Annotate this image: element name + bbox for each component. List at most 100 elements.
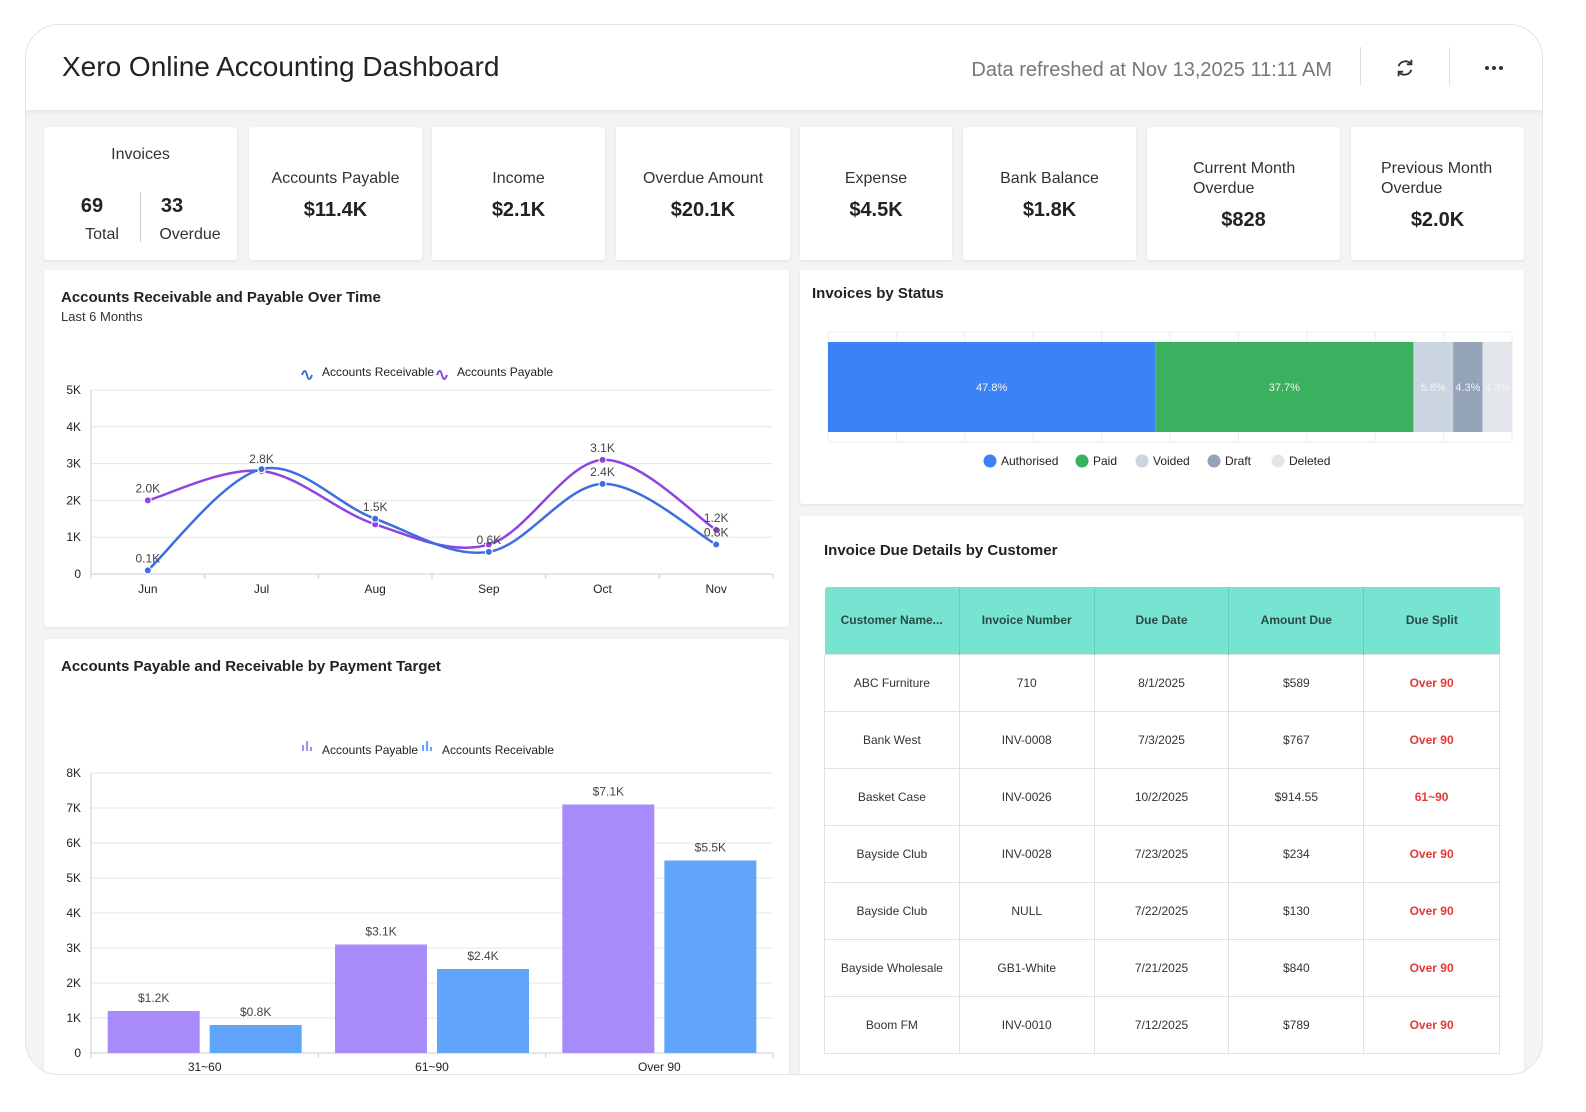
column-header-customer[interactable]: Customer Name... (824, 587, 960, 654)
refresh-icon (1397, 59, 1413, 77)
kpi-overdue-amount[interactable]: Overdue Amount $20.1K (616, 127, 790, 260)
legend-label: Paid (1093, 454, 1117, 468)
cell-due-split: Over 90 (1363, 881, 1500, 940)
kpi-value: $1.8K (1022, 199, 1077, 221)
data-point (712, 525, 721, 534)
cell-customer: ABC Furniture (824, 653, 960, 712)
data-label: 1.5K (363, 500, 388, 514)
legend-item[interactable]: Authorised (983, 454, 1059, 468)
data-point (143, 566, 152, 575)
cell-invoice-number: INV-0008 (958, 710, 1095, 769)
more-options-button[interactable] (1477, 51, 1511, 85)
data-label: 2.4K (590, 465, 615, 479)
kpi-previous-month-overdue[interactable]: Previous Month Overdue $2.0K (1351, 127, 1524, 260)
data-point (712, 540, 721, 549)
x-tick-label: Aug (364, 582, 385, 596)
cell-due-date: 8/1/2025 (1093, 653, 1230, 712)
legend-item[interactable]: Accounts Receivable (301, 365, 434, 380)
legend-bar-icon (430, 747, 432, 751)
table-row[interactable]: Bayside Club NULL 7/22/2025 $130 Over 90 (824, 881, 1500, 940)
cell-amount-due: $234 (1228, 824, 1365, 883)
cell-customer: Boom FM (824, 995, 960, 1054)
table-title: Invoice Due Details by Customer (824, 542, 1058, 559)
cell-due-date: 7/23/2025 (1093, 824, 1230, 883)
table-row[interactable]: Boom FM INV-0010 7/12/2025 $789 Over 90 (824, 995, 1500, 1054)
data-point (484, 547, 493, 556)
legend-line-icon (301, 370, 313, 380)
legend-item[interactable]: Accounts Receivable (422, 741, 554, 757)
data-label: $5.5K (695, 841, 726, 855)
invoices-overdue-value: 33 (160, 195, 184, 217)
y-tick-label: 2K (66, 493, 81, 507)
chart-title: Accounts Receivable and Payable Over Tim… (61, 289, 381, 306)
legend-label: Draft (1225, 454, 1252, 468)
data-label: $1.2K (138, 991, 169, 1005)
legend-bar-icon (306, 741, 308, 751)
table-row[interactable]: Bayside Club INV-0028 7/23/2025 $234 Ove… (824, 824, 1500, 883)
bar-chart: Accounts Payable Accounts Receivable 0 1K 2K… (66, 741, 774, 1074)
data-label: $0.8K (240, 1005, 271, 1019)
column-header-amount-due[interactable]: Amount Due (1228, 587, 1365, 654)
y-tick-label: 7K (66, 801, 81, 815)
cell-amount-due: $130 (1228, 881, 1365, 940)
table-row[interactable]: Bank West INV-0008 7/3/2025 $767 Over 90 (824, 710, 1500, 769)
kpi-accounts-payable[interactable]: Accounts Payable $11.4K (249, 127, 422, 260)
status-segment[interactable] (1413, 342, 1454, 432)
table-row[interactable]: Bayside Wholesale GB1-White 7/21/2025 $8… (824, 938, 1500, 997)
kpi-value: $828 (1221, 209, 1266, 231)
data-label: 0.6K (476, 533, 501, 547)
kpi-label: Overdue (1193, 180, 1255, 197)
kpi-label: Invoices (111, 146, 170, 163)
column-header-due-date[interactable]: Due Date (1094, 587, 1230, 654)
data-label: $3.1K (365, 925, 396, 939)
legend-item[interactable]: Paid (1075, 454, 1118, 468)
legend-item[interactable]: Accounts Payable (302, 741, 418, 757)
kpi-current-month-overdue[interactable]: Current Month Overdue $828 (1147, 127, 1340, 260)
cell-amount-due: $589 (1228, 653, 1365, 712)
cell-due-split: Over 90 (1363, 824, 1500, 883)
column-header-invoice-number[interactable]: Invoice Number (959, 587, 1095, 654)
kpi-expense[interactable]: Expense $4.5K (800, 127, 952, 260)
kpi-label: Accounts Payable (271, 170, 400, 187)
kpi-value: $11.4K (303, 199, 368, 221)
bar (107, 1011, 200, 1053)
segment-label: 37.7% (1269, 382, 1300, 394)
bar (335, 944, 427, 1053)
kpi-value: $2.0K (1410, 209, 1465, 231)
chart-title: Accounts Payable and Receivable by Payme… (61, 658, 441, 675)
bar (664, 860, 757, 1053)
y-tick-label: 0 (74, 567, 81, 581)
status-segment[interactable] (828, 342, 1156, 432)
legend-item[interactable]: Deleted (1271, 454, 1331, 468)
cell-due-split: Over 90 (1363, 710, 1500, 769)
data-point (371, 514, 380, 523)
chart-subtitle: Last 6 Months (61, 309, 143, 324)
invoice-due-details-panel: Invoice Due Details by Customer Customer… (800, 516, 1524, 1074)
data-label: $7.1K (593, 785, 624, 799)
kpi-bank-balance[interactable]: Bank Balance $1.8K (963, 127, 1136, 260)
cell-customer: Bayside Club (824, 824, 960, 883)
refresh-button[interactable] (1388, 51, 1422, 85)
legend-item[interactable]: Voided (1135, 454, 1190, 468)
segment-label: 5.8% (1421, 382, 1446, 394)
legend-item[interactable]: Accounts Payable (436, 365, 553, 380)
x-tick-label: Over 90 (638, 1060, 681, 1074)
table-row[interactable]: ABC Furniture 710 8/1/2025 $589 Over 90 (824, 653, 1500, 712)
status-segment[interactable] (1453, 342, 1483, 432)
cell-due-date: 7/3/2025 (1093, 710, 1230, 769)
legend-item[interactable]: Draft (1207, 454, 1252, 468)
kpi-invoices[interactable]: Invoices 69 Total 33 Overdue (44, 127, 237, 260)
cell-amount-due: $840 (1228, 938, 1365, 997)
legend-label: Accounts Receivable (322, 365, 434, 379)
y-tick-label: 2K (66, 976, 81, 990)
cell-invoice-number: INV-0026 (958, 767, 1095, 826)
column-header-due-split[interactable]: Due Split (1363, 587, 1500, 654)
cell-amount-due: $789 (1228, 995, 1365, 1054)
status-segment[interactable] (1155, 342, 1414, 432)
kpi-income[interactable]: Income $2.1K (432, 127, 605, 260)
table-row[interactable]: Basket Case INV-0026 10/2/2025 $914.55 6… (824, 767, 1500, 826)
page-title: Xero Online Accounting Dashboard (62, 51, 500, 82)
y-tick-label: 3K (66, 941, 81, 955)
data-label: 0.1K (135, 551, 160, 565)
status-segment[interactable] (1482, 342, 1512, 432)
